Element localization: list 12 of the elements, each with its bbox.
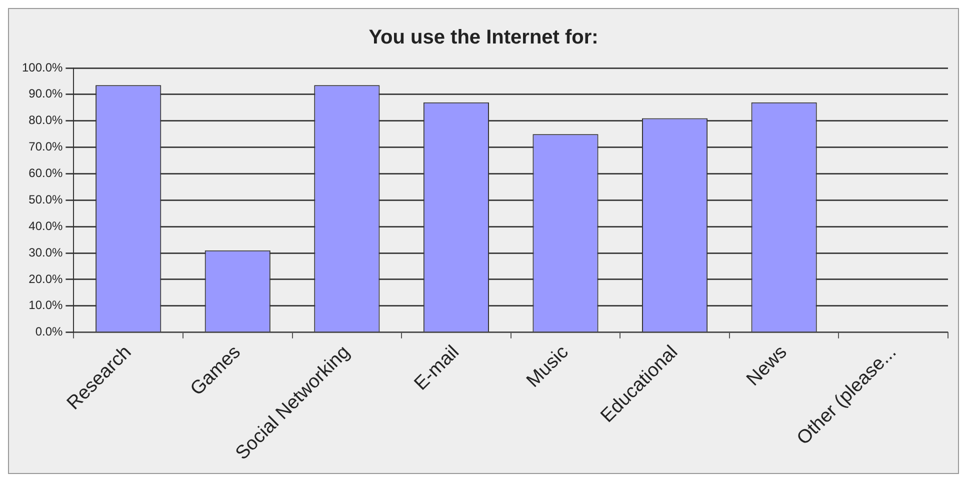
y-tick-label: 50.0% xyxy=(28,192,64,206)
y-tick-label: 40.0% xyxy=(28,218,64,233)
y-tick-label: 10.0% xyxy=(28,298,64,312)
y-tick-label: 80.0% xyxy=(28,113,64,128)
chart-title: You use the Internet for: xyxy=(368,26,598,49)
y-tick-label: 0.0% xyxy=(35,324,64,339)
y-tick-label: 30.0% xyxy=(28,245,64,260)
y-tick-label: 100.0% xyxy=(22,60,64,74)
y-tick-label: 70.0% xyxy=(28,140,64,154)
y-tick-label: 20.0% xyxy=(28,272,64,286)
y-tick-label: 60.0% xyxy=(28,166,64,180)
y-tick-label: 90.0% xyxy=(28,86,64,101)
